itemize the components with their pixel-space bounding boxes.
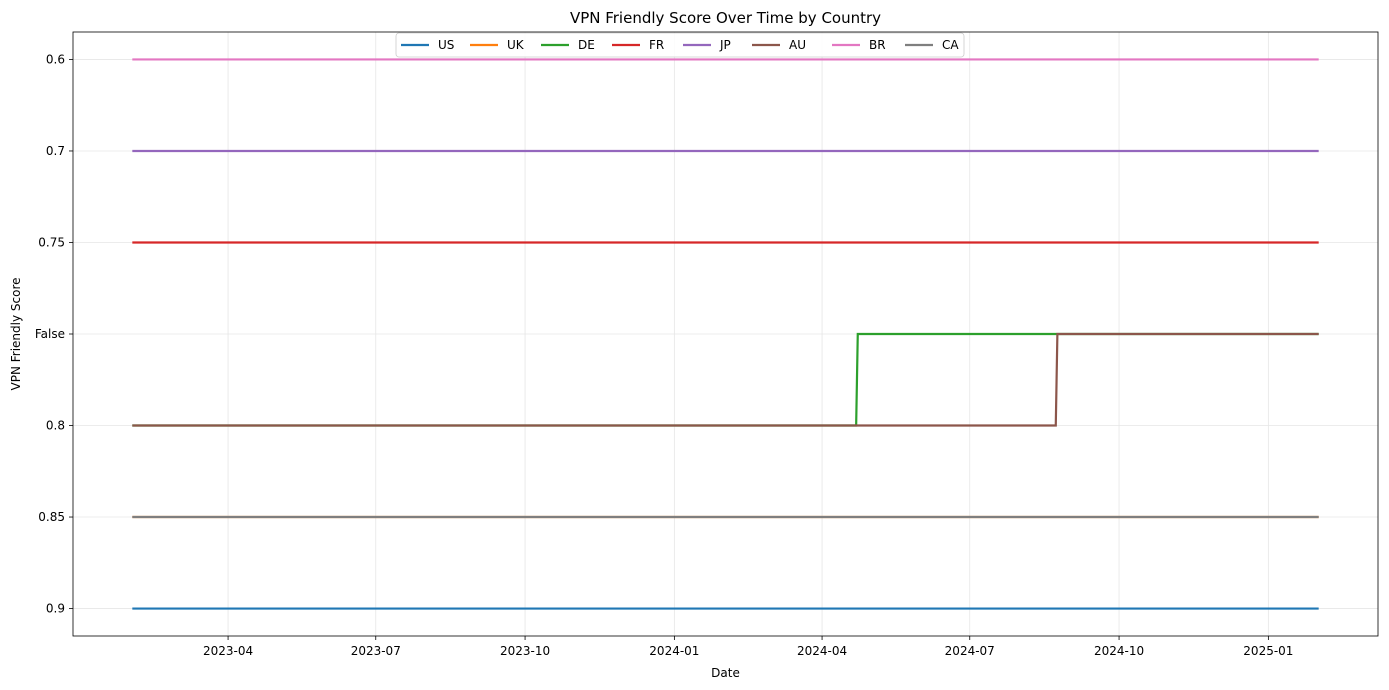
legend-item-ca: CA — [905, 38, 959, 52]
y-tick-label: 0.75 — [38, 235, 65, 249]
legend-label: UK — [507, 38, 525, 52]
x-tick-label: 2023-04 — [203, 644, 253, 658]
chart-title: VPN Friendly Score Over Time by Country — [570, 9, 881, 27]
x-tick-label: 2023-10 — [500, 644, 550, 658]
series-line-de — [132, 332, 1319, 427]
legend-label: BR — [869, 38, 886, 52]
legend-label: DE — [578, 38, 595, 52]
legend-item-us: US — [401, 38, 454, 52]
legend-item-uk: UK — [470, 38, 525, 52]
y-tick-label: 0.8 — [46, 419, 65, 433]
legend-item-br: BR — [832, 38, 886, 52]
legend-item-fr: FR — [612, 38, 664, 52]
legend-box — [395, 32, 965, 58]
x-tick-label: 2025-01 — [1243, 644, 1293, 658]
x-tick-label: 2024-10 — [1094, 644, 1144, 658]
series-line-au — [132, 332, 1319, 427]
series-layer — [132, 58, 1319, 610]
x-axis-label: Date — [711, 666, 740, 680]
x-tick-label: 2024-04 — [797, 644, 847, 658]
legend-item-au: AU — [752, 38, 806, 52]
y-axis-label: VPN Friendly Score — [9, 278, 23, 391]
y-tick-label: 0.9 — [46, 602, 65, 616]
x-tick-label: 2023-07 — [351, 644, 401, 658]
y-tick-label: False — [35, 327, 65, 341]
legend-label: CA — [942, 38, 959, 52]
legend-label: JP — [719, 38, 731, 52]
legend-item-jp: JP — [683, 38, 731, 52]
y-tick-label: 0.85 — [38, 510, 65, 524]
legend-label: US — [438, 38, 454, 52]
y-tick-label: 0.7 — [46, 144, 65, 158]
x-axis-ticks: 2023-04 2023-07 2023-10 2024-01 2024-04 2024-… — [203, 636, 1293, 658]
legend: US UK DE FR JP AU BR CA — [395, 32, 965, 58]
y-axis-ticks: 0.6 0.7 0.75 False 0.8 0.85 0.9 — [35, 52, 73, 616]
legend-item-de: DE — [541, 38, 595, 52]
y-tick-label: 0.6 — [46, 52, 65, 66]
legend-items: US UK DE FR JP AU BR CA — [401, 38, 959, 52]
legend-label: AU — [789, 38, 806, 52]
x-tick-label: 2024-07 — [945, 644, 995, 658]
x-tick-label: 2024-01 — [649, 644, 699, 658]
legend-label: FR — [649, 38, 664, 52]
